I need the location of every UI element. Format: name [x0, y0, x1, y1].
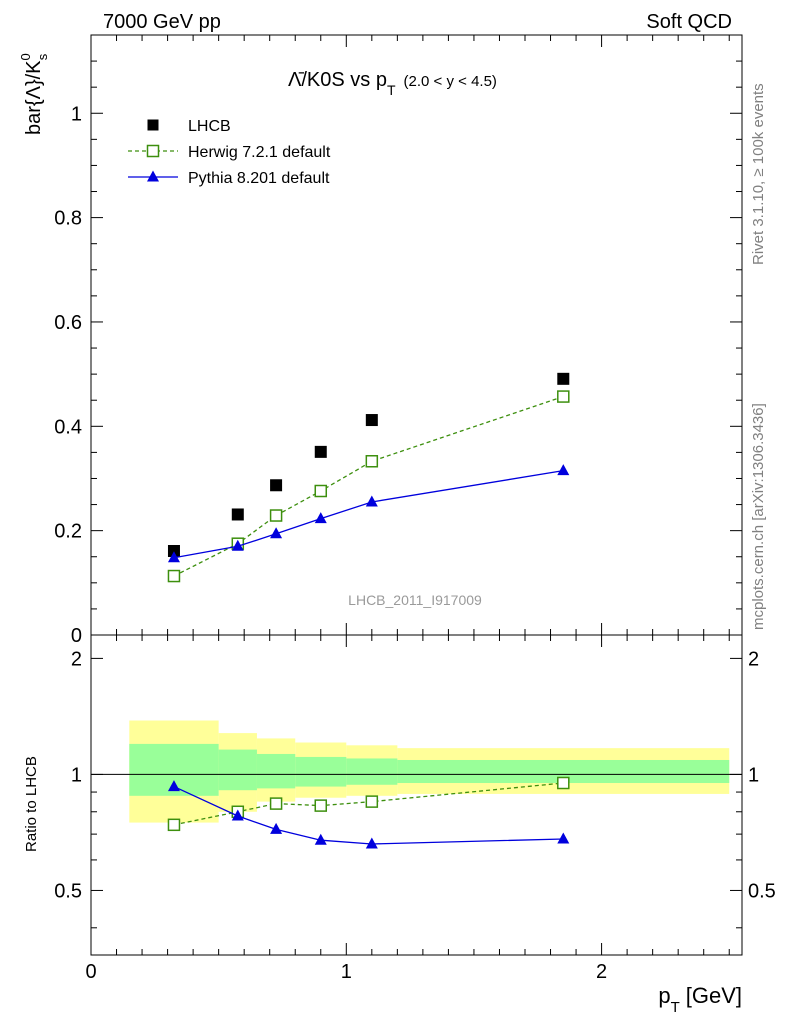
main-herwig-7-2-1-default-line — [173, 395, 564, 577]
x-axis-label-sub: T — [671, 999, 680, 1016]
ratio-frame — [90, 634, 743, 956]
chart-title-sub: T — [387, 82, 396, 98]
ratio-pythia-8-201-default-point — [231, 809, 244, 821]
ratio-herwig-7-2-1-default-point — [314, 799, 328, 812]
main-pythia-8-201-default-point — [231, 539, 244, 551]
y-axis-label-main: bar{Λ}/K — [23, 60, 45, 135]
main-herwig-7-2-1-default-point — [314, 484, 328, 498]
main-pythia-8-201-default-point — [167, 551, 180, 563]
ratio-pythia-8-201-default-point — [557, 832, 570, 844]
rivet-version-label: Rivet 3.1.10, ≥ 100k events — [750, 83, 767, 265]
header-left: 7000 GeV pp — [103, 11, 221, 33]
ratio-band-inner-2 — [256, 753, 296, 789]
ratio-herwig-7-2-1-default-point — [167, 818, 181, 832]
main-y-tick-label: 0.2 — [54, 521, 82, 543]
header-right: Soft QCD — [646, 11, 732, 33]
main-lhcb-point — [365, 414, 378, 427]
source-label: mcplots.cern.ch [arXiv:1306.3436] — [750, 403, 767, 630]
ratio-pythia-8-201-default-point — [167, 780, 180, 792]
legend-item-2-marker — [147, 170, 159, 182]
main-herwig-7-2-1-default-point — [167, 569, 181, 583]
main-y-tick-label: 0.8 — [54, 208, 82, 230]
chart-title: Λ̄/K0S vs pT (2.0 < y < 4.5) — [288, 69, 497, 98]
chart-title-main: Λ̄/K0S vs p — [288, 69, 387, 91]
x-axis-label-unit: [GeV] — [686, 983, 742, 1008]
ratio-pythia-8-201-default-point — [365, 837, 378, 849]
ratio-y-tick-label: 2 — [71, 648, 82, 670]
legend-item-1-label: Herwig 7.2.1 default — [188, 144, 331, 161]
ratio-uncertainty-bands — [91, 720, 742, 823]
ratio-herwig-7-2-1-default-line — [173, 782, 564, 826]
main-pythia-8-201-default-line — [173, 470, 564, 559]
main-y-tick-label: 1 — [71, 103, 82, 125]
ratio-y-tick-label-right: 1 — [748, 764, 759, 786]
main-lhcb-point — [167, 545, 180, 557]
ratio-band-inner-1 — [218, 749, 257, 791]
main-pythia-8-201-default-point — [270, 527, 283, 539]
ratio-band-inner-4 — [346, 758, 398, 785]
ratio-herwig-7-2-1-default-point — [269, 797, 283, 810]
x-axis-label: pT [GeV] — [658, 983, 742, 1016]
ratio-y-tick-label-right: 0.5 — [748, 880, 776, 902]
tick-labels: 00.20.40.60.810.5 0.51 12 20 1 2 — [54, 103, 776, 983]
x-tick-label: 1 — [341, 961, 352, 983]
ratio-herwig-7-2-1-default-point — [557, 776, 570, 790]
main-lhcb-point — [557, 372, 570, 385]
main-herwig-7-2-1-default-point — [365, 455, 379, 468]
ratio-y-tick-label-right: 2 — [748, 648, 759, 670]
y-axis-label-sup: 0 — [18, 53, 33, 60]
main-y-tick-label: 0 — [71, 625, 82, 647]
axes — [90, 34, 743, 956]
legend-item-0-marker — [147, 119, 159, 131]
y-axis-label-sub: s — [35, 53, 50, 60]
x-tick-label: 2 — [596, 961, 607, 983]
main-pythia-8-201-default-point — [557, 464, 570, 476]
main-herwig-7-2-1-default-point — [557, 390, 570, 403]
ratio-band-inner-3 — [295, 756, 347, 787]
legend-item-2-label: Pythia 8.201 default — [188, 170, 330, 187]
ratio-y-axis-label: Ratio to LHCB — [23, 756, 40, 852]
ratio-band-inner-5 — [397, 759, 730, 784]
ratio-y-tick-label: 0.5 — [54, 880, 82, 902]
x-tick-label: 0 — [85, 961, 96, 983]
ratio-pythia-8-201-default-line — [173, 785, 564, 845]
analysis-watermark: LHCB_2011_I917009 — [348, 592, 482, 608]
main-y-tick-label: 0.6 — [54, 312, 82, 334]
legend-item-1-marker — [146, 144, 160, 158]
ratio-pythia-8-201-default-point — [314, 833, 327, 845]
legend: LHCB Herwig 7.2.1 default Pythia 8.201 def… — [128, 118, 331, 187]
ratio-y-tick-label: 1 — [71, 764, 82, 786]
data-series — [167, 372, 570, 849]
ratio-herwig-7-2-1-default-point — [365, 795, 379, 808]
main-pythia-8-201-default-point — [365, 495, 378, 507]
main-y-tick-label: 0.4 — [54, 416, 82, 438]
chart-title-range: (2.0 < y < 4.5) — [404, 73, 497, 90]
main-lhcb-point — [314, 445, 327, 458]
main-lhcb-point — [270, 479, 283, 492]
main-lhcb-point — [231, 508, 244, 521]
y-axis-label: bar{Λ}/K0 s — [18, 53, 50, 135]
main-pythia-8-201-default-point — [314, 512, 327, 524]
x-axis-label-main: p — [658, 983, 670, 1008]
axis-ticks — [90, 35, 742, 955]
ratio-pythia-8-201-default-point — [270, 822, 283, 834]
legend-item-0-label: LHCB — [188, 118, 231, 135]
main-herwig-7-2-1-default-point — [269, 509, 283, 522]
